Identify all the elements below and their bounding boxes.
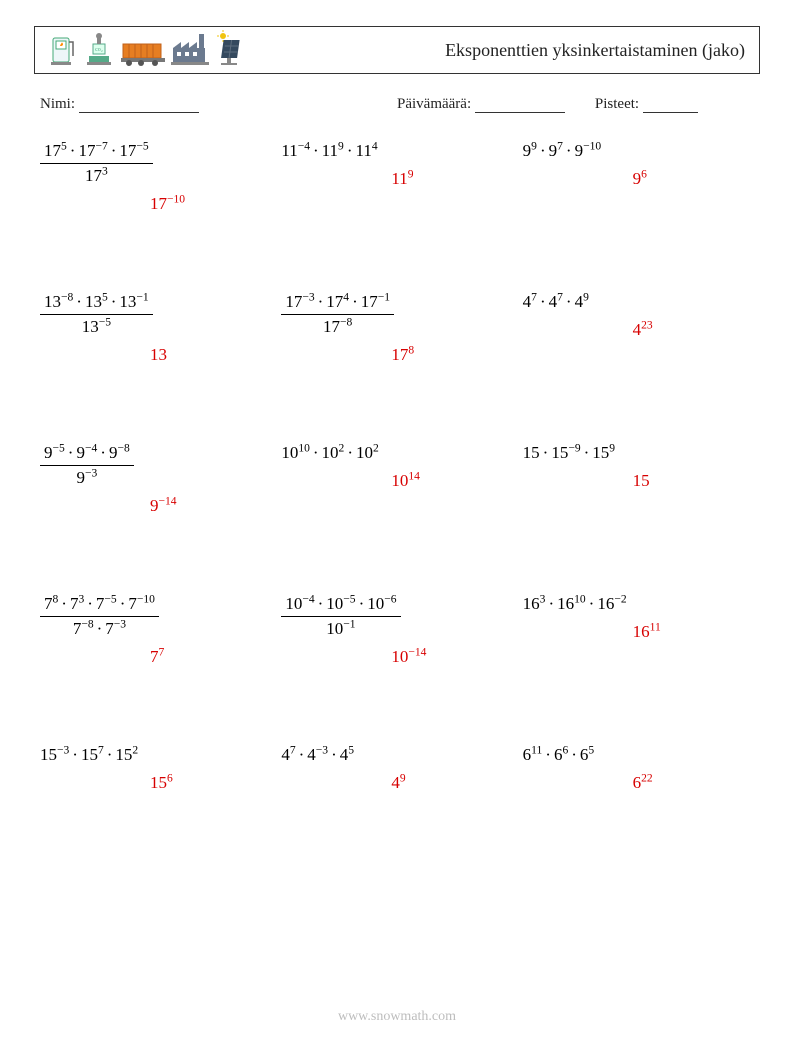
expression: 9−5·9−4·9−89−3: [40, 443, 271, 488]
points-blank: [643, 99, 698, 113]
problem-14: 47·4−3·45 49: [281, 745, 512, 815]
expression: 611·66·65: [523, 745, 754, 765]
date-label: Päivämäärä:: [397, 96, 471, 112]
meta-row: Nimi: Päivämäärä: Pisteet:: [34, 96, 760, 113]
date-blank: [475, 99, 565, 113]
expression: 47·47·49: [523, 292, 754, 312]
page-title: Eksponenttien yksinkertaistaminen (jako): [445, 40, 745, 61]
answer: 10−14: [281, 647, 512, 667]
expression: 17−3·174·17−117−8: [281, 292, 512, 337]
header-box: co₂: [34, 26, 760, 74]
answer: 15: [523, 471, 754, 491]
expression: 13−8·135·13−113−5: [40, 292, 271, 337]
expression: 47·4−3·45: [281, 745, 512, 765]
problem-2: 11−4·119·114 119: [281, 141, 512, 214]
header-icons: co₂: [49, 30, 247, 71]
answer: 1014: [281, 471, 512, 491]
problems-grid: 175·17−7·17−5173 17−10 11−4·119·114 119 99·9…: [34, 141, 760, 815]
problem-13: 15−3·157·152 156: [40, 745, 271, 815]
expression: 78·73·7−5·7−107−8·7−3: [40, 594, 271, 639]
expression: 99·97·9−10: [523, 141, 754, 161]
svg-text:co₂: co₂: [95, 47, 103, 53]
expression: 15·15−9·159: [523, 443, 754, 463]
answer: 119: [281, 169, 512, 189]
points-label: Pisteet:: [595, 96, 639, 112]
answer: 49: [281, 773, 512, 793]
answer: 17−10: [40, 194, 271, 214]
scale-icon: co₂: [83, 30, 115, 71]
answer: 13: [40, 345, 271, 365]
problem-9: 15·15−9·159 15: [523, 443, 754, 516]
name-blank: [79, 99, 199, 113]
factory-icon: [171, 30, 209, 71]
answer: 77: [40, 647, 271, 667]
cargo-icon: [121, 30, 165, 71]
solar-icon: [215, 30, 247, 71]
answer: 156: [40, 773, 271, 793]
footer-text: www.snowmath.com: [0, 1009, 794, 1025]
problem-4: 13−8·135·13−113−5 13: [40, 292, 271, 365]
problem-3: 99·97·9−10 96: [523, 141, 754, 214]
answer: 622: [523, 773, 754, 793]
problem-5: 17−3·174·17−117−8 178: [281, 292, 512, 365]
answer: 9−14: [40, 496, 271, 516]
answer: 1611: [523, 622, 754, 642]
problem-15: 611·66·65 622: [523, 745, 754, 815]
problem-1: 175·17−7·17−5173 17−10: [40, 141, 271, 214]
problem-11: 10−4·10−5·10−610−1 10−14: [281, 594, 512, 667]
expression: 163·1610·16−2: [523, 594, 754, 614]
problem-8: 1010·102·102 1014: [281, 443, 512, 516]
problem-10: 78·73·7−5·7−107−8·7−3 77: [40, 594, 271, 667]
pump-icon: [49, 30, 77, 71]
problem-6: 47·47·49 423: [523, 292, 754, 365]
expression: 175·17−7·17−5173: [40, 141, 271, 186]
expression: 11−4·119·114: [281, 141, 512, 161]
problem-7: 9−5·9−4·9−89−3 9−14: [40, 443, 271, 516]
expression: 1010·102·102: [281, 443, 512, 463]
answer: 96: [523, 169, 754, 189]
problem-12: 163·1610·16−2 1611: [523, 594, 754, 667]
expression: 10−4·10−5·10−610−1: [281, 594, 512, 639]
name-label: Nimi:: [40, 96, 75, 112]
expression: 15−3·157·152: [40, 745, 271, 765]
answer: 423: [523, 320, 754, 340]
answer: 178: [281, 345, 512, 365]
